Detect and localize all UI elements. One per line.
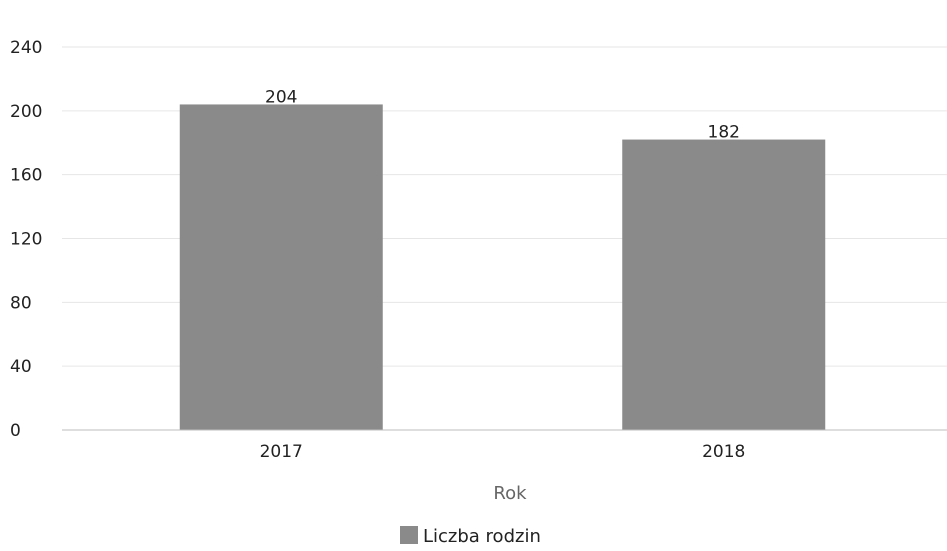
- bar: [179, 104, 383, 430]
- legend: Liczba rodzin: [400, 526, 541, 547]
- x-axis-title: Rok: [493, 483, 527, 504]
- data-label: 182: [708, 123, 740, 143]
- y-tick-label: 0: [10, 421, 21, 441]
- data-label: 204: [265, 87, 297, 107]
- y-tick-label: 240: [10, 38, 42, 58]
- legend-swatch: [400, 526, 418, 544]
- bars: [179, 104, 826, 430]
- y-axis-ticks: 0 40 80 120 160 200 240: [10, 38, 42, 441]
- y-tick-label: 80: [10, 293, 32, 313]
- y-tick-label: 120: [10, 230, 42, 250]
- y-tick-label: 160: [10, 166, 42, 186]
- x-axis-ticks: 2017 2018: [260, 442, 746, 462]
- x-tick-label: 2018: [702, 442, 745, 462]
- legend-label: Liczba rodzin: [423, 526, 541, 547]
- data-labels: 204 182: [265, 87, 740, 142]
- x-tick-label: 2017: [260, 442, 303, 462]
- y-tick-label: 200: [10, 102, 42, 122]
- bar: [622, 139, 826, 430]
- y-tick-label: 40: [10, 357, 32, 377]
